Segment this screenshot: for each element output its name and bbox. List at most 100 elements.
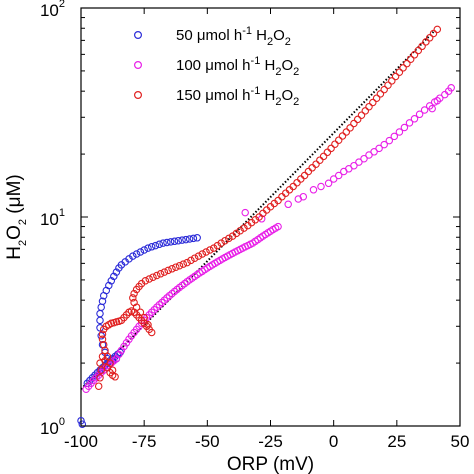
data-point — [428, 104, 436, 113]
data-point — [338, 132, 347, 140]
data-point — [168, 265, 176, 273]
data-point — [172, 263, 180, 271]
data-point — [183, 258, 191, 267]
x-axis-title: ORP (mV) — [227, 454, 314, 474]
x-tick-label: -50 — [195, 432, 220, 451]
data-point — [331, 140, 339, 148]
data-point — [241, 208, 249, 217]
data-point — [150, 305, 159, 314]
data-point — [221, 236, 229, 245]
y-axis-title: H2O2 (μM) — [4, 174, 29, 259]
series-3 — [94, 25, 442, 390]
data-point — [144, 321, 152, 329]
data-point — [120, 342, 128, 351]
data-point — [342, 128, 351, 136]
data-point — [185, 235, 194, 243]
data-point — [198, 250, 207, 258]
data-point — [384, 81, 392, 89]
data-point — [309, 186, 318, 194]
x-tick-label: -25 — [258, 432, 283, 451]
data-point — [414, 46, 423, 55]
data-point — [395, 68, 404, 76]
data-point — [94, 382, 103, 390]
data-point — [350, 119, 358, 128]
data-point — [153, 303, 161, 311]
data-point — [98, 335, 107, 344]
data-point — [365, 102, 373, 111]
data-point — [436, 94, 444, 102]
legend-marker — [134, 31, 143, 40]
data-point — [136, 248, 145, 256]
data-point — [395, 128, 404, 136]
y-tick-label: 102 — [40, 0, 65, 20]
data-point — [274, 196, 282, 205]
data-point — [429, 29, 438, 38]
data-point — [78, 420, 87, 428]
data-point — [350, 161, 358, 170]
data-point — [319, 152, 328, 161]
data-point — [202, 248, 210, 256]
data-point — [147, 328, 156, 337]
data-point — [98, 330, 107, 338]
data-point — [334, 171, 343, 180]
data-point — [147, 308, 156, 317]
data-point — [329, 175, 338, 183]
data-point — [159, 239, 167, 247]
data-point — [236, 226, 244, 235]
data-point — [410, 51, 419, 59]
series-2 — [82, 84, 455, 393]
legend-marker — [134, 90, 143, 99]
data-point — [353, 115, 362, 124]
data-point — [112, 268, 121, 276]
data-point — [101, 348, 109, 357]
data-point — [213, 241, 222, 250]
data-point — [415, 110, 424, 119]
data-point — [422, 38, 430, 46]
data-point — [182, 235, 190, 244]
data-point — [112, 354, 121, 363]
data-point — [289, 182, 297, 191]
data-point — [312, 160, 320, 168]
data-point — [240, 224, 248, 232]
data-point — [166, 238, 175, 246]
data-point — [225, 234, 233, 243]
data-point — [405, 119, 414, 127]
data-point — [163, 294, 171, 302]
data-point — [380, 85, 388, 94]
data-point — [206, 246, 214, 254]
data-point — [187, 256, 195, 265]
data-point — [284, 200, 292, 209]
data-point — [129, 252, 137, 260]
data-point — [106, 359, 114, 367]
series-1 — [77, 234, 201, 428]
data-point — [174, 236, 183, 245]
chart-marks — [77, 25, 455, 428]
data-point — [190, 254, 199, 262]
data-point — [130, 289, 138, 298]
axes: -100 -75 -50 -25 0 25 50 100 101 102 ORP (mV) H2O2 … — [4, 0, 469, 474]
data-point — [433, 25, 442, 34]
data-point — [111, 373, 119, 381]
data-point — [160, 268, 169, 276]
data-point — [425, 34, 434, 42]
data-point — [153, 271, 161, 280]
data-point — [385, 136, 394, 145]
plot-area — [80, 7, 461, 427]
data-point — [418, 42, 426, 51]
data-point — [323, 148, 332, 157]
x-tick-label: 50 — [451, 432, 470, 451]
data-point — [376, 90, 385, 98]
data-point — [360, 154, 368, 163]
data-point — [129, 294, 137, 302]
data-point — [108, 366, 117, 374]
data-point — [355, 158, 363, 166]
data-point — [361, 107, 370, 115]
data-point — [370, 148, 378, 156]
data-point — [403, 59, 411, 68]
data-point — [346, 124, 354, 132]
x-tick-label: -75 — [132, 432, 157, 451]
data-point — [372, 94, 381, 102]
data-point — [300, 171, 309, 180]
legend: 50 μmol h-1 H2O2 100 μmol h-1 H2O2 150 μmo… — [134, 25, 299, 108]
data-point — [400, 123, 409, 132]
